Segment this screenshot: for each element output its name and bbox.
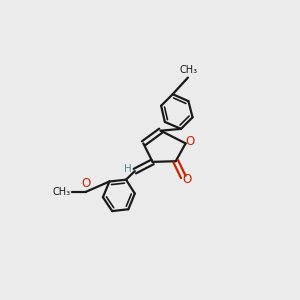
Text: CH₃: CH₃ (179, 65, 197, 75)
Text: O: O (183, 173, 192, 186)
Text: H: H (124, 164, 132, 174)
Text: O: O (185, 135, 194, 148)
Text: CH₃: CH₃ (52, 187, 70, 197)
Text: O: O (81, 177, 90, 190)
